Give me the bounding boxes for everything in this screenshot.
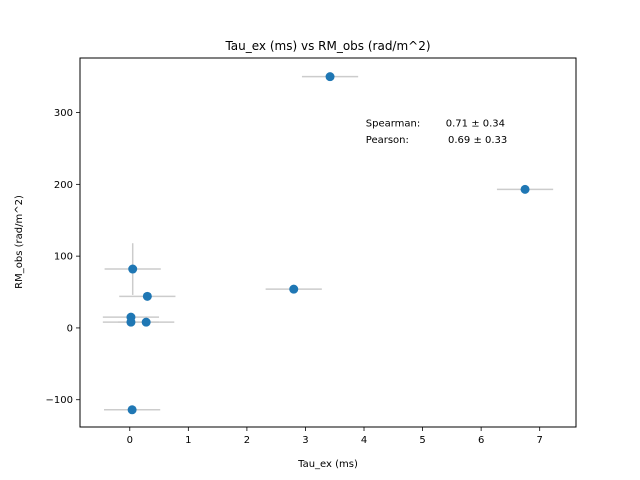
x-tick-label: 1 [185, 435, 191, 446]
y-axis-ticks: −100 0 100 200 300 [46, 108, 80, 406]
correlation-value: 0.69 ± 0.33 [448, 135, 507, 146]
x-tick-label: 5 [419, 435, 425, 446]
x-axis-ticks: 0 1 2 3 4 5 6 7 [127, 427, 543, 446]
y-tick-label: −100 [46, 395, 73, 406]
x-tick-label: 0 [127, 435, 133, 446]
x-axis-label: Tau_ex (ms) [297, 459, 358, 470]
x-tick-label: 2 [244, 435, 250, 446]
chart-title: Tau_ex (ms) vs RM_obs (rad/m^2) [224, 39, 430, 53]
y-tick-label: 300 [54, 108, 73, 119]
data-point [520, 184, 530, 194]
data-point [126, 317, 136, 327]
data-point [141, 317, 151, 327]
y-tick-label: 0 [67, 323, 73, 334]
y-tick-label: 200 [54, 180, 73, 191]
y-axis-label: RM_obs (rad/m^2) [14, 195, 25, 289]
x-tick-label: 6 [478, 435, 484, 446]
data-point [127, 405, 137, 415]
x-tick-label: 3 [302, 435, 308, 446]
correlation-annotations: Spearman: 0.71 ± 0.34 Pearson: 0.69 ± 0.33 [366, 119, 508, 147]
correlation-label: Spearman: [366, 119, 421, 130]
data-point [142, 291, 152, 301]
correlation-label: Pearson: [366, 135, 409, 146]
data-point [128, 264, 138, 274]
y-tick-label: 100 [54, 252, 73, 263]
correlation-value: 0.71 ± 0.34 [446, 119, 505, 130]
plot-frame [79, 57, 577, 428]
x-tick-label: 4 [361, 435, 367, 446]
x-tick-label: 7 [537, 435, 543, 446]
point-layer [126, 72, 530, 415]
data-point [325, 72, 335, 82]
data-point [289, 284, 299, 294]
